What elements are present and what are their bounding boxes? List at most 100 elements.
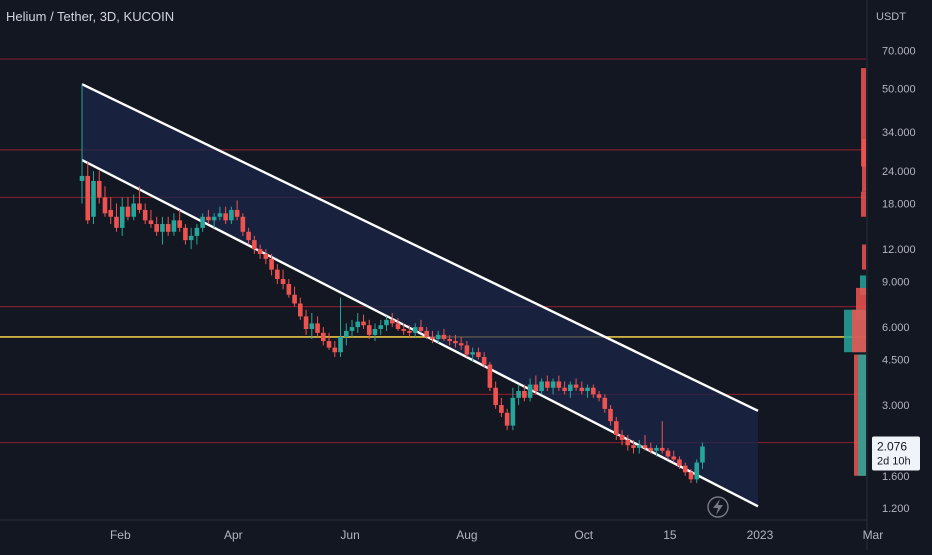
last-price-tag-bg — [872, 436, 920, 471]
candle-92 — [608, 408, 613, 422]
time-tick-label-2: Jun — [340, 528, 359, 542]
candle-54 — [389, 319, 395, 324]
volume-profile-bar-0 — [861, 68, 866, 167]
candle-14 — [160, 224, 165, 232]
candle-89 — [591, 387, 596, 395]
candle-11 — [142, 209, 148, 221]
candle-81 — [545, 381, 550, 388]
volume-profile-bar-3 — [862, 244, 866, 270]
candle-62 — [435, 334, 441, 339]
candle-91 — [602, 397, 608, 409]
candle-85 — [568, 384, 573, 391]
price-tick-label-1: 50.000 — [882, 84, 916, 96]
candle-33 — [269, 258, 274, 270]
price-tick-label-6: 9.000 — [882, 276, 910, 288]
candle-17 — [177, 220, 182, 228]
candle-69 — [476, 352, 481, 357]
candle-77 — [522, 390, 527, 398]
candle-15 — [165, 224, 171, 232]
time-tick-label-0: Feb — [110, 528, 131, 542]
candle-26 — [229, 209, 234, 221]
candle-3 — [96, 180, 102, 198]
price-tick-label-8: 4.500 — [882, 354, 910, 366]
candle-0 — [79, 175, 85, 181]
candle-59 — [418, 327, 424, 331]
candle-84 — [562, 387, 567, 391]
candle-41 — [315, 323, 320, 333]
price-tick-label-4: 18.000 — [882, 199, 916, 211]
volume-profile-bar-5 — [856, 287, 866, 320]
candle-8 — [125, 206, 131, 217]
candle-76 — [516, 390, 521, 398]
last-price-value: 2.076 — [877, 439, 907, 453]
candle-83 — [556, 381, 562, 388]
candle-30 — [252, 240, 257, 250]
candle-51 — [372, 328, 378, 335]
symbol-title[interactable]: Helium / Tether, 3D, KUCOIN — [6, 9, 175, 24]
price-tick-label-7: 6.000 — [882, 322, 910, 334]
candle-12 — [148, 220, 154, 225]
candle-32 — [263, 253, 269, 259]
candle-108 — [700, 446, 705, 463]
candle-4 — [102, 197, 108, 214]
candle-55 — [395, 323, 401, 329]
candle-99 — [648, 447, 654, 451]
time-tick-label-1: Apr — [224, 528, 243, 542]
candle-74 — [504, 412, 510, 426]
volume-profile-bar-2 — [861, 191, 866, 217]
candle-29 — [246, 231, 251, 241]
candle-43 — [326, 341, 332, 348]
price-tick-label-11: 1.600 — [882, 471, 910, 483]
candle-94 — [619, 434, 625, 440]
currency-label: USDT — [876, 11, 906, 23]
candle-38 — [298, 303, 303, 317]
candle-71 — [487, 364, 493, 388]
price-tick-label-3: 24.000 — [882, 166, 916, 178]
candle-64 — [447, 338, 452, 342]
candle-68 — [470, 352, 475, 355]
candle-75 — [510, 397, 516, 426]
candle-23 — [211, 216, 217, 221]
candle-39 — [303, 316, 309, 329]
candle-102 — [665, 450, 671, 457]
candle-98 — [642, 445, 648, 448]
candle-37 — [292, 294, 297, 304]
candle-100 — [654, 447, 659, 451]
candle-46 — [343, 330, 349, 337]
candle-56 — [401, 328, 407, 331]
candle-104 — [677, 459, 682, 466]
candle-42 — [320, 332, 326, 342]
candle-93 — [613, 421, 619, 435]
candle-96 — [631, 445, 636, 448]
candle-90 — [596, 394, 602, 398]
candle-58 — [412, 327, 418, 333]
candle-57 — [407, 330, 412, 333]
candle-9 — [131, 203, 137, 217]
lightning-icon[interactable] — [707, 496, 729, 518]
channel-fill — [82, 84, 758, 507]
candle-87 — [579, 387, 585, 391]
candle-61 — [430, 336, 435, 339]
candle-78 — [527, 384, 533, 398]
volume-profile-bar-9 — [858, 354, 866, 476]
candle-70 — [481, 356, 487, 365]
price-tick-label-9: 3.000 — [882, 400, 910, 412]
candle-34 — [275, 269, 280, 280]
time-tick-label-3: Aug — [456, 528, 477, 542]
candle-72 — [493, 387, 498, 406]
volume-profile — [844, 68, 866, 476]
candle-73 — [499, 405, 504, 413]
candle-36 — [286, 284, 292, 295]
price-axis[interactable]: USDT 70.000 50.000 34.000 24.000 18.000 12.000… — [866, 0, 916, 550]
candle-106 — [688, 472, 694, 480]
candle-25 — [223, 213, 228, 221]
candle-24 — [217, 213, 223, 217]
time-axis[interactable]: Feb Apr Jun Aug Oct 15 2023 Mar — [0, 519, 883, 542]
candle-95 — [625, 439, 631, 446]
price-tick-label-12: 1.200 — [882, 503, 910, 515]
price-tick-label-5: 12.000 — [882, 244, 916, 256]
candle-10 — [137, 203, 142, 210]
last-price-tag: 2.076 2d 10h — [872, 436, 920, 471]
